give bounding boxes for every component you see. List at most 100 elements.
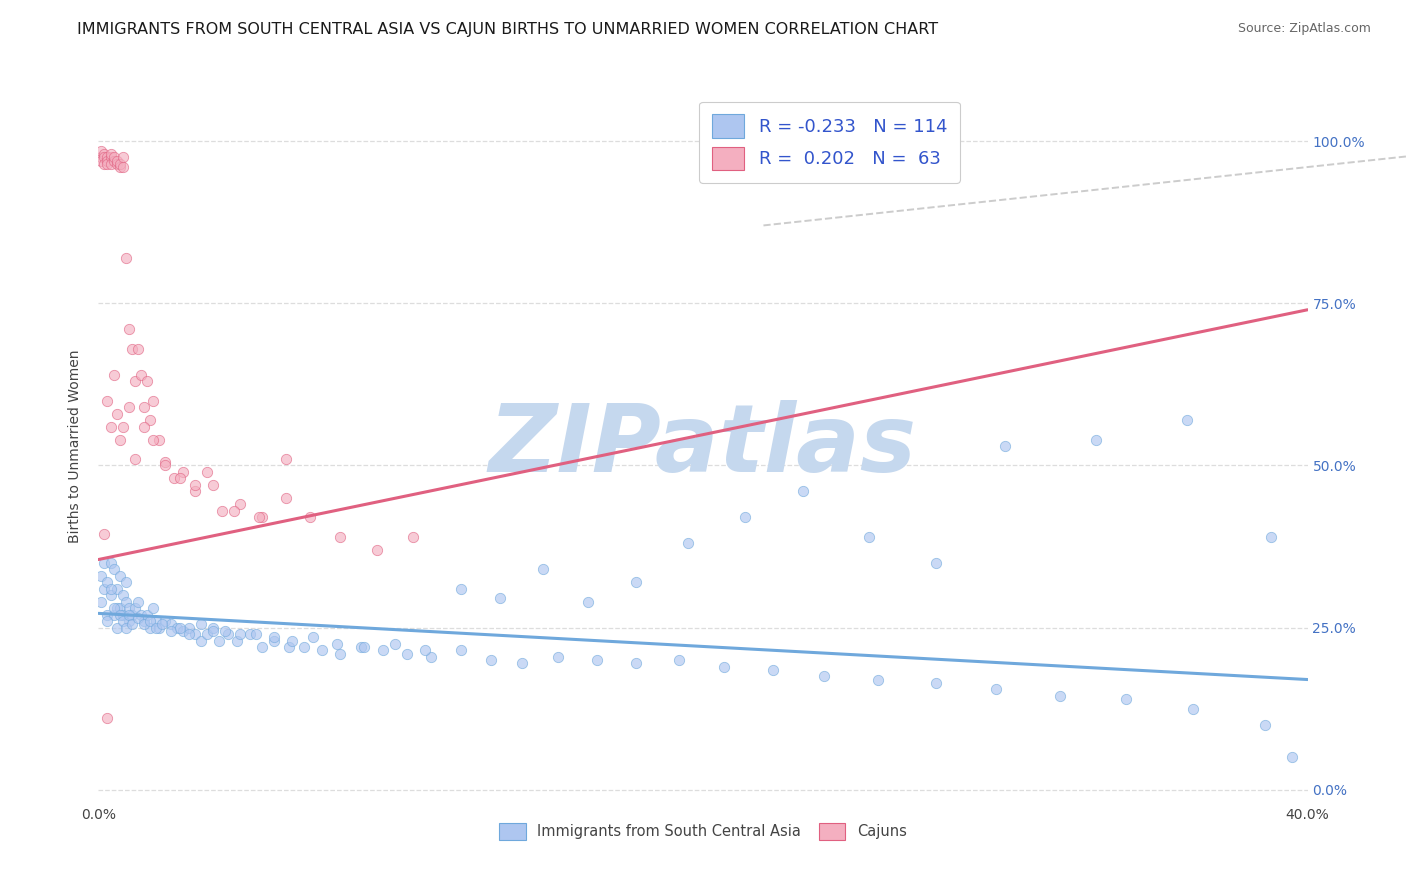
Point [224,504,246,518]
Point [163,471,186,485]
Text: Source: ZipAtlas.com: Source: ZipAtlas.com [1237,22,1371,36]
Point [274,452,297,467]
Point [1115,692,1137,706]
Point [208,633,231,648]
Point [127,611,149,625]
Point [121,617,143,632]
Point [111,614,134,628]
Point [1181,702,1204,716]
Point [384,637,406,651]
Point [127,595,149,609]
Point [263,631,285,645]
Point [239,627,262,641]
Point [160,624,183,638]
Point [129,368,152,382]
Point [118,607,141,622]
Point [626,657,648,671]
Point [100,419,122,434]
Point [103,601,125,615]
Point [302,631,325,645]
Point [813,669,835,683]
Point [858,530,880,544]
Point [93,157,115,171]
Point [190,633,212,648]
Point [103,150,125,164]
Point [111,160,134,174]
Point [547,649,569,664]
Point [184,484,207,499]
Point [172,624,194,638]
Point [229,627,252,641]
Point [353,640,375,654]
Point [179,627,201,641]
Point [132,400,155,414]
Point [274,491,297,505]
Point [329,530,352,544]
Point [93,526,115,541]
Point [489,591,512,606]
Point [350,640,373,654]
Point [986,682,1008,697]
Point [100,556,122,570]
Point [96,614,118,628]
Point [153,455,176,469]
Point [395,647,418,661]
Point [124,374,146,388]
Point [925,675,948,690]
Point [229,497,252,511]
Point [139,621,162,635]
Point [90,150,112,164]
Point [172,465,194,479]
Point [93,150,115,164]
Y-axis label: Births to Unmarried Women: Births to Unmarried Women [69,350,83,542]
Point [366,542,388,557]
Point [250,510,273,524]
Point [1175,413,1198,427]
Point [118,322,141,336]
Point [481,653,503,667]
Point [111,150,134,164]
Point [100,582,122,596]
Point [132,617,155,632]
Point [668,653,690,667]
Point [676,536,699,550]
Point [124,452,146,467]
Point [114,575,136,590]
Point [105,157,128,171]
Point [93,582,115,596]
Point [281,633,304,648]
Point [211,504,233,518]
Point [114,621,136,635]
Point [96,393,118,408]
Point [124,601,146,615]
Point [96,153,118,168]
Point [202,478,225,492]
Text: IMMIGRANTS FROM SOUTH CENTRAL ASIA VS CAJUN BIRTHS TO UNMARRIED WOMEN CORRELATIO: IMMIGRANTS FROM SOUTH CENTRAL ASIA VS CA… [77,22,938,37]
Point [1281,750,1303,764]
Point [93,147,115,161]
Point [226,633,249,648]
Point [402,530,425,544]
Point [108,568,131,582]
Point [108,601,131,615]
Point [994,439,1017,453]
Point [626,575,648,590]
Point [96,575,118,590]
Point [250,640,273,654]
Point [100,147,122,161]
Point [184,478,207,492]
Point [121,342,143,356]
Point [202,624,225,638]
Point [103,607,125,622]
Point [105,407,128,421]
Point [713,659,735,673]
Point [371,643,394,657]
Point [108,157,131,171]
Point [292,640,315,654]
Point [576,595,599,609]
Point [195,465,218,479]
Point [132,419,155,434]
Point [121,607,143,622]
Point [90,153,112,168]
Point [1085,433,1108,447]
